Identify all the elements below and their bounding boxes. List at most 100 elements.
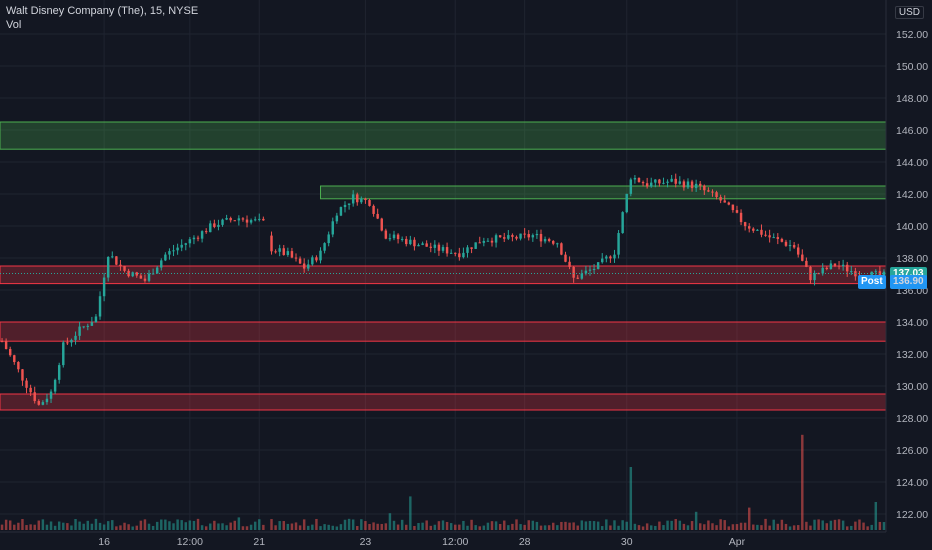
volume-bar	[874, 502, 878, 530]
candle-body	[478, 242, 481, 244]
currency-button[interactable]: USD	[894, 6, 924, 19]
candle-body	[747, 226, 751, 229]
candle-body	[282, 248, 285, 255]
candle-body	[433, 244, 437, 248]
candle-body	[703, 185, 706, 191]
volume-bar	[200, 525, 204, 530]
volume-bar	[576, 525, 579, 530]
candle-body	[29, 387, 32, 393]
volume-bar	[711, 523, 714, 530]
candle-body	[715, 192, 718, 198]
price-tick-label: 142.00	[896, 189, 928, 201]
candle-body	[564, 254, 567, 262]
volume-bar	[229, 522, 232, 530]
candle-body	[605, 256, 608, 259]
candle-body	[498, 235, 502, 238]
volume-bar	[351, 519, 355, 530]
candle-body	[343, 204, 347, 208]
volume-bar	[449, 523, 453, 530]
candle-body	[813, 273, 816, 281]
volume-bar	[29, 524, 32, 530]
candle-body	[339, 207, 343, 216]
candle-body	[233, 220, 236, 222]
volume-bar	[323, 524, 326, 530]
chart-legend: Walt Disney Company (The), 15, NYSE Vol	[6, 4, 198, 32]
volume-bar	[188, 520, 192, 530]
candle-body	[792, 245, 796, 248]
volume-bar	[41, 519, 45, 530]
candle-body	[470, 247, 473, 249]
candle-body	[164, 254, 167, 261]
candle-body	[311, 257, 314, 265]
candle-body	[131, 272, 134, 277]
volume-bar	[17, 522, 20, 530]
candle-body	[686, 181, 690, 188]
volume-bar	[237, 517, 241, 530]
volume-bar	[768, 525, 771, 530]
price-tick-label: 140.00	[896, 221, 928, 233]
volume-indicator-label[interactable]: Vol	[6, 19, 22, 31]
volume-bar	[674, 519, 677, 530]
candle-body	[458, 253, 461, 258]
candle-body	[641, 182, 645, 184]
volume-bar	[494, 521, 498, 530]
candle-body	[731, 204, 735, 211]
candle-body	[503, 237, 506, 239]
candle-body	[405, 238, 408, 245]
candle-body	[160, 260, 163, 268]
candle-body	[294, 257, 298, 259]
time-axis[interactable]: 16 12:00 21 23 12:00 28 30 Apr	[0, 531, 886, 548]
candle-body	[449, 252, 453, 254]
candle-body	[425, 243, 428, 247]
candle-body	[45, 398, 49, 403]
candle-body	[699, 183, 702, 186]
candle-body	[241, 218, 245, 220]
volume-bar	[102, 524, 106, 530]
volume-bar	[580, 520, 584, 530]
candle-body	[821, 267, 824, 274]
candle-body	[151, 273, 155, 275]
candle-body	[78, 326, 81, 336]
volume-bar	[776, 523, 780, 530]
volume-bar	[780, 519, 784, 530]
volume-bar	[821, 520, 824, 530]
volume-bar	[253, 521, 257, 530]
volume-bar	[507, 525, 510, 530]
symbol-title[interactable]: Walt Disney Company (The), 15, NYSE	[6, 5, 199, 17]
candle-body	[796, 247, 800, 255]
volume-bar	[413, 525, 416, 530]
volume-bar	[531, 520, 535, 530]
price-tick-label: 130.00	[896, 381, 928, 393]
price-tick-label: 122.00	[896, 509, 928, 521]
candle-body	[482, 240, 486, 243]
volume-bar	[290, 523, 294, 530]
candle-body	[135, 272, 139, 276]
candle-body	[674, 178, 677, 184]
candle-body	[180, 244, 183, 248]
candle-body	[825, 267, 829, 269]
candle-body	[654, 179, 657, 183]
volume-bar	[298, 525, 302, 530]
volume-bar	[568, 522, 571, 530]
volume-bar	[813, 519, 816, 530]
volume-bar	[286, 523, 290, 530]
candle-body	[307, 264, 310, 269]
volume-bar	[707, 520, 710, 530]
volume-bar	[360, 519, 363, 530]
candle-body	[368, 200, 371, 206]
candle-body	[621, 212, 624, 234]
candle-body	[539, 233, 543, 242]
volume-bar	[405, 524, 408, 530]
volume-bar	[209, 523, 212, 530]
volume-bar	[343, 519, 347, 530]
volume-bar	[572, 522, 575, 530]
candle-body	[874, 271, 878, 273]
candle-body	[494, 235, 498, 243]
volume-bar	[184, 522, 187, 530]
time-tick-label: 23	[360, 536, 372, 548]
volume-bar	[747, 507, 751, 530]
candle-body	[111, 256, 114, 258]
volume-bar	[621, 520, 624, 530]
candle-body	[396, 234, 400, 240]
